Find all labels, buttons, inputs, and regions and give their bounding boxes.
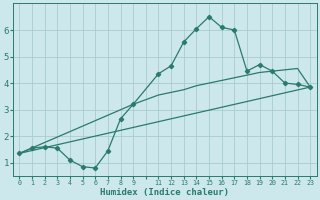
X-axis label: Humidex (Indice chaleur): Humidex (Indice chaleur): [100, 188, 229, 197]
